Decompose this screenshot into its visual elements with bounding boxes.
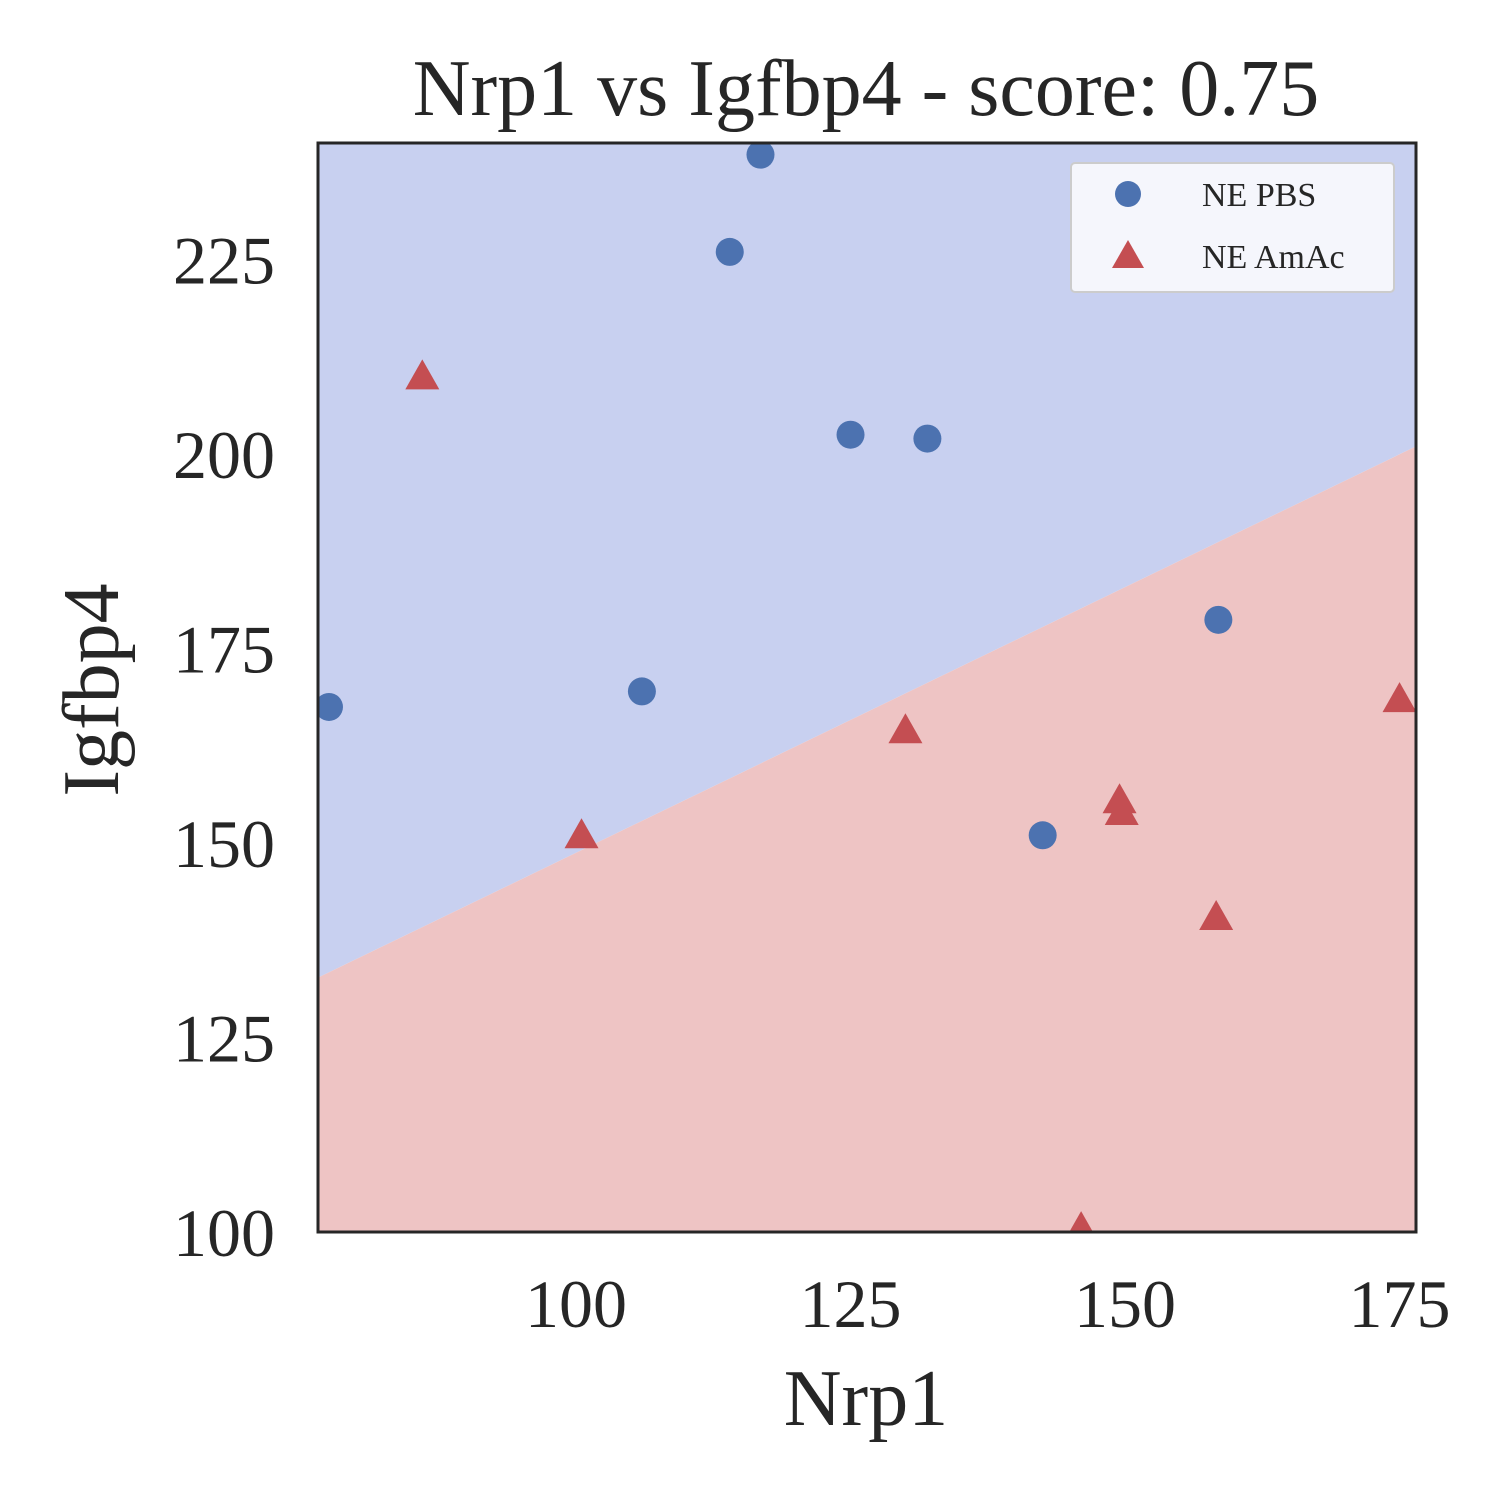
point-ne-pbs-2 xyxy=(715,237,744,266)
y-tick-label: 150 xyxy=(173,806,275,882)
x-tick-label: 150 xyxy=(1074,1266,1176,1342)
point-ne-pbs-4 xyxy=(836,420,865,449)
y-tick-label: 175 xyxy=(173,612,275,688)
legend-label-ne-pbs: NE PBS xyxy=(1202,177,1316,214)
point-ne-pbs-6 xyxy=(1028,821,1057,850)
y-tick-label: 100 xyxy=(173,1195,275,1271)
legend-label-ne-amac: NE AmAc xyxy=(1202,239,1345,276)
point-ne-pbs-5 xyxy=(913,424,942,453)
plot-frame xyxy=(316,141,1418,1234)
point-ne-amac-4 xyxy=(1102,783,1137,814)
x-tick-label: 125 xyxy=(800,1266,902,1342)
point-ne-amac-6 xyxy=(1199,899,1234,930)
point-ne-amac-3 xyxy=(1069,1211,1093,1232)
legend: NE PBS NE AmAc xyxy=(1070,162,1395,293)
point-ne-pbs-1 xyxy=(627,677,656,706)
chart-title: Nrp1 vs Igfbp4 - score: 0.75 xyxy=(413,45,1319,133)
x-tick-label: 175 xyxy=(1349,1266,1451,1342)
point-ne-amac-0 xyxy=(405,359,440,390)
x-axis-ticks: 100 125 150 175 xyxy=(525,1266,1451,1342)
point-ne-pbs-3 xyxy=(746,143,775,169)
point-ne-amac-5 xyxy=(1104,794,1139,825)
y-axis-label: Igfbp4 xyxy=(48,583,136,796)
point-ne-amac-2 xyxy=(888,713,923,744)
y-tick-label: 225 xyxy=(173,223,275,299)
legend-marker-ne-amac xyxy=(1112,240,1144,268)
legend-box xyxy=(1070,162,1395,293)
data-markers xyxy=(318,143,1416,1232)
y-axis-ticks: 100 125 150 175 200 225 xyxy=(173,223,275,1271)
x-axis-label: Nrp1 xyxy=(784,1355,948,1443)
legend-marker-ne-pbs xyxy=(1115,181,1141,207)
x-tick-label: 100 xyxy=(525,1266,627,1342)
point-ne-pbs-7 xyxy=(1204,605,1233,634)
y-tick-label: 125 xyxy=(173,1001,275,1077)
point-ne-amac-1 xyxy=(564,818,599,849)
point-ne-amac-7 xyxy=(1382,682,1416,713)
y-tick-label: 200 xyxy=(173,417,275,493)
decision-region-ne-pbs xyxy=(318,143,1416,978)
plot-area xyxy=(318,143,1416,1232)
decision-region-ne-amac xyxy=(318,446,1416,1232)
point-ne-pbs-0 xyxy=(318,692,343,721)
